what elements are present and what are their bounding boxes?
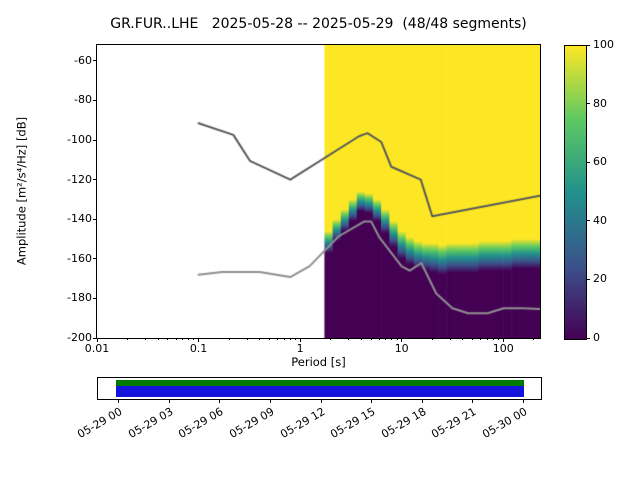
y-tick-mark [93, 258, 97, 260]
x-minor-tick-mark [269, 338, 271, 340]
timeline-box [97, 377, 542, 400]
x-tick-label: 100 [492, 342, 514, 355]
y-tick-mark [93, 139, 97, 141]
colorbar-tick-label: 40 [593, 213, 607, 227]
x-minor-tick-mark [175, 338, 177, 340]
x-minor-tick-mark [283, 338, 285, 340]
y-tick-label: -160 [67, 251, 92, 265]
timeline-tick-mark [219, 399, 221, 403]
x-minor-tick-mark [431, 338, 433, 340]
x-tick-mark [502, 338, 504, 342]
timeline-tick-mark [371, 399, 373, 403]
timeline-tick-mark [269, 399, 271, 403]
x-minor-tick-mark [370, 338, 372, 340]
timeline-tick-mark [118, 399, 119, 403]
x-minor-tick-mark [360, 338, 362, 340]
x-minor-tick-mark [277, 338, 279, 340]
x-tick-label: 1 [296, 342, 304, 355]
x-minor-tick-mark [330, 338, 332, 340]
x-minor-tick-mark [396, 338, 398, 340]
x-minor-tick-mark [182, 338, 184, 340]
x-minor-tick-mark [259, 338, 261, 340]
y-tick-label: -140 [67, 212, 92, 226]
colorbar-tick-label: 0 [593, 331, 600, 344]
y-tick-mark [93, 337, 97, 339]
y-tick-label: -100 [67, 133, 92, 147]
x-minor-tick-mark [480, 338, 482, 340]
timeline-coverage-green [116, 380, 524, 386]
timeline-tick-mark [421, 399, 423, 403]
x-minor-tick-mark [289, 338, 291, 340]
x-minor-tick-mark [144, 338, 146, 340]
x-minor-tick-mark [378, 338, 380, 340]
colorbar-tick-label: 60 [593, 155, 607, 169]
x-minor-tick-mark [462, 338, 464, 340]
x-minor-tick-mark [533, 338, 535, 340]
y-tick-label: -200 [67, 331, 92, 344]
colorbar-tick-label: 20 [593, 272, 607, 286]
timeline-tick-mark [472, 399, 474, 403]
x-minor-tick-mark [188, 338, 190, 340]
y-tick-label: -180 [67, 291, 92, 305]
colorbar [564, 45, 587, 340]
y-tick-mark [93, 99, 97, 101]
y-tick-mark [93, 179, 97, 181]
y-tick-label: -80 [74, 93, 92, 107]
timeline-coverage-blue [116, 386, 524, 397]
x-minor-tick-mark [492, 338, 494, 340]
colorbar-tick-mark [586, 44, 590, 46]
x-minor-tick-mark [246, 338, 248, 340]
y-tick-mark [93, 60, 97, 62]
timeline-tick-mark [320, 399, 322, 403]
timeline-tick-mark [523, 399, 524, 403]
x-minor-tick-mark [348, 338, 350, 340]
x-tick-mark [401, 338, 403, 342]
x-tick-label: 0.1 [189, 342, 208, 355]
x-tick-mark [96, 338, 98, 342]
colorbar-tick-mark [586, 278, 590, 280]
x-minor-tick-mark [167, 338, 169, 340]
x-axis-label: Period [s] [291, 355, 346, 369]
colorbar-tick-mark [586, 337, 590, 339]
y-tick-mark [93, 218, 97, 220]
x-minor-tick-mark [449, 338, 451, 340]
timeline-tick-mark [168, 399, 170, 403]
chart-title: GR.FUR..LHE 2025-05-28 -- 2025-05-29 (48… [110, 16, 527, 32]
x-minor-tick-mark [127, 338, 129, 340]
y-axis-label: Amplitude [m²/s⁴/Hz] [dB] [14, 116, 29, 266]
colorbar-tick-label: 100 [593, 38, 614, 51]
y-tick-mark [93, 297, 97, 299]
colorbar-tick-mark [586, 103, 590, 105]
colorbar-tick-mark [586, 220, 590, 222]
x-minor-tick-mark [385, 338, 387, 340]
x-minor-tick-mark [472, 338, 474, 340]
x-tick-label: 10 [394, 342, 409, 355]
x-tick-mark [198, 338, 200, 342]
x-minor-tick-mark [391, 338, 393, 340]
x-minor-tick-mark [487, 338, 489, 340]
ppsd-heatmap-canvas [97, 45, 540, 338]
x-minor-tick-mark [228, 338, 230, 340]
x-tick-mark [299, 338, 301, 342]
x-minor-tick-mark [294, 338, 296, 340]
x-minor-tick-mark [498, 338, 500, 340]
x-minor-tick-mark [157, 338, 159, 340]
colorbar-tick-mark [586, 161, 590, 163]
x-minor-tick-mark [193, 338, 195, 340]
colorbar-tick-label: 80 [593, 96, 607, 110]
x-tick-label: 0.01 [84, 342, 110, 355]
y-tick-label: -60 [74, 53, 92, 67]
y-tick-label: -120 [67, 172, 92, 186]
